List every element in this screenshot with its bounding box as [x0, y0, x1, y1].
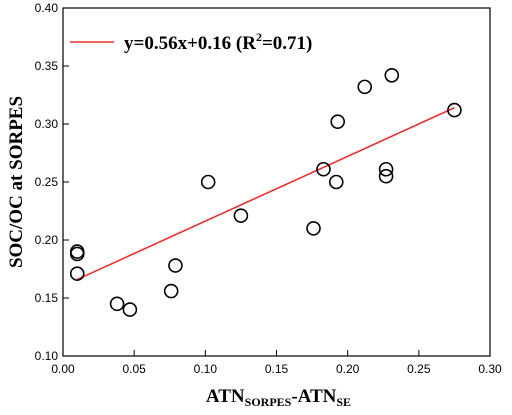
y-tick-label: 0.25	[35, 175, 59, 189]
x-tick-label: 0.25	[407, 362, 431, 376]
data-point	[330, 114, 346, 129]
x-tick-label: 0.20	[336, 362, 360, 376]
y-tick-label: 0.15	[35, 291, 59, 305]
y-tick-label: 0.35	[35, 59, 59, 73]
fit-line	[76, 107, 455, 281]
x-tick-label: 0.00	[51, 362, 75, 376]
data-point	[163, 283, 179, 299]
data-point	[168, 258, 183, 273]
x-tick-label: 0.10	[194, 362, 218, 376]
data-point	[378, 161, 394, 177]
y-tick-label: 0.10	[35, 349, 59, 363]
data-point	[306, 221, 321, 236]
data-point	[200, 174, 216, 190]
x-axis-title: ATNSORPES-ATNSE	[206, 386, 351, 409]
data-point	[378, 168, 394, 184]
legend-equation: y=0.56x+0.16 (R2=0.71)	[124, 30, 312, 54]
legend: y=0.56x+0.16 (R2=0.71)	[70, 30, 312, 54]
data-point	[316, 161, 331, 177]
data-point	[447, 102, 462, 118]
data-point	[233, 208, 249, 223]
data-point	[122, 302, 138, 317]
x-tick-label: 0.15	[265, 362, 289, 376]
x-tick-label: 0.30	[478, 362, 502, 376]
y-tick-label: 0.30	[35, 117, 59, 131]
y-axis-title: SOC/OC at SORPES	[6, 96, 27, 268]
x-tick-label: 0.05	[122, 362, 146, 376]
data-point	[357, 79, 373, 95]
data-point	[328, 174, 344, 190]
y-tick-label: 0.40	[35, 1, 59, 15]
data-point	[109, 296, 125, 312]
y-tick-label: 0.20	[35, 233, 59, 247]
data-point	[384, 67, 400, 83]
data-point	[69, 246, 85, 262]
data-point	[69, 266, 85, 281]
